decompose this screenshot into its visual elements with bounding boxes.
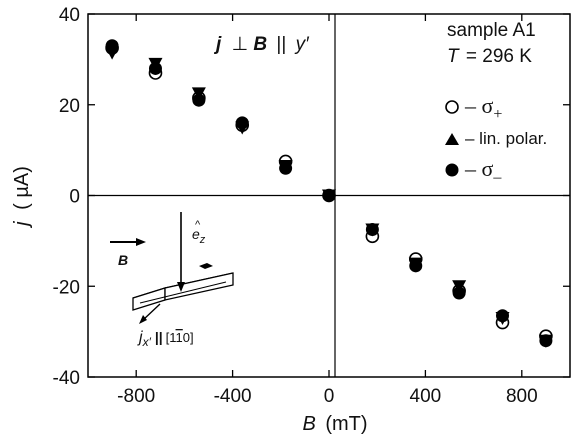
x-tick-label: 0 bbox=[324, 386, 335, 407]
x-tick-label: -800 bbox=[117, 386, 155, 407]
data-point-sigma-minus bbox=[452, 286, 466, 300]
data-point-sigma-minus bbox=[279, 161, 293, 175]
y-tick-label: -20 bbox=[53, 277, 80, 298]
inset-ez-hat: ^ bbox=[195, 219, 201, 231]
geometry-j: j bbox=[213, 34, 222, 55]
legend-sigma-minus-text: – σ bbox=[464, 156, 494, 181]
data-point-sigma-minus bbox=[496, 309, 510, 323]
x-axis-label: B (mT) bbox=[302, 413, 367, 435]
inset-slab-edge bbox=[139, 281, 227, 304]
inset-B-label: B bbox=[118, 252, 128, 268]
y-tick-label: 20 bbox=[59, 96, 80, 117]
inset-contact bbox=[199, 263, 213, 269]
inset-current-par: || bbox=[155, 329, 163, 345]
data-point-sigma-minus bbox=[235, 116, 249, 130]
legend-sigma-plus-text: – σ bbox=[464, 93, 494, 118]
x-tick-label: 400 bbox=[410, 386, 442, 407]
temperature-value: = 296 K bbox=[466, 46, 532, 67]
inset-schematic: ^ ez B jx′ || [110] bbox=[110, 212, 234, 349]
y-axis-label: j ( µA) bbox=[11, 166, 33, 229]
legend-marker-lin-polar bbox=[445, 133, 459, 145]
y-axis-label-var: j bbox=[11, 221, 33, 229]
sample-label: sample A1 bbox=[447, 20, 536, 41]
y-tick-label: 40 bbox=[59, 5, 80, 26]
x-axis-label-var: B bbox=[302, 413, 315, 435]
y-tick-label: -40 bbox=[53, 368, 80, 389]
x-tick-label: 800 bbox=[506, 386, 538, 407]
legend-label-sigma-minus: – σ– bbox=[464, 156, 502, 186]
inset-current-arrowhead bbox=[139, 315, 147, 324]
legend-sigma-minus-sub: – bbox=[492, 169, 502, 186]
geometry-y: y′ bbox=[294, 34, 311, 55]
legend-marker-sigma-minus bbox=[445, 163, 459, 177]
inset-current-dir-bar: 1 bbox=[176, 330, 183, 345]
inset-slab-front bbox=[132, 287, 166, 311]
geometry-perp: ⊥ bbox=[232, 34, 249, 55]
data-point-sigma-minus bbox=[192, 93, 206, 107]
legend-label-lin-polar: – lin. polar. bbox=[465, 129, 547, 148]
data-markers bbox=[105, 39, 553, 348]
x-axis-label-unit: (mT) bbox=[325, 413, 367, 435]
data-point-sigma-minus bbox=[322, 189, 336, 202]
y-axis-label-unit: ( µA) bbox=[11, 166, 33, 210]
inset-current-arrow bbox=[142, 303, 161, 321]
temperature-label: T = 296 K bbox=[447, 46, 532, 67]
geometry-B: B bbox=[253, 34, 267, 55]
data-point-sigma-minus bbox=[409, 259, 423, 273]
inset-beam-arrowhead bbox=[177, 282, 185, 292]
data-point-sigma-minus bbox=[539, 334, 553, 348]
data-point-sigma-minus bbox=[365, 223, 379, 237]
inset-ez-e: e bbox=[192, 226, 200, 242]
legend-label-sigma-plus: – σ+ bbox=[464, 93, 502, 123]
y-tick-label: 0 bbox=[69, 187, 80, 208]
x-axis-ticks: -800 -400 0 400 800 bbox=[117, 14, 538, 407]
inset-slab-side bbox=[164, 272, 234, 301]
inset-current-dir: [1 bbox=[166, 330, 177, 345]
inset-current-sub: x′ bbox=[142, 335, 152, 349]
legend-sigma-plus-sub: + bbox=[493, 106, 502, 123]
inset-current-label: jx′ || [110] bbox=[137, 329, 194, 349]
inset-ez-sub: z bbox=[199, 234, 206, 246]
inset-ez-label: ^ ez bbox=[192, 219, 206, 246]
inset-B-arrowhead bbox=[136, 238, 146, 246]
data-point-sigma-minus bbox=[105, 39, 119, 53]
inset-current-j: j bbox=[137, 329, 143, 346]
legend-marker-sigma-plus bbox=[445, 100, 459, 114]
x-tick-label: -400 bbox=[214, 386, 252, 407]
inset-current-dir-end: 0] bbox=[183, 330, 194, 345]
geometry-annotation: j ⊥ B || y′ bbox=[213, 34, 310, 55]
y-axis-ticks: 40 20 0 -20 -40 bbox=[53, 5, 570, 389]
temperature-T: T bbox=[447, 46, 460, 67]
legend: – σ+ – lin. polar. – σ– bbox=[445, 93, 547, 186]
data-point-sigma-minus bbox=[148, 61, 162, 75]
geometry-par: || bbox=[276, 34, 286, 55]
